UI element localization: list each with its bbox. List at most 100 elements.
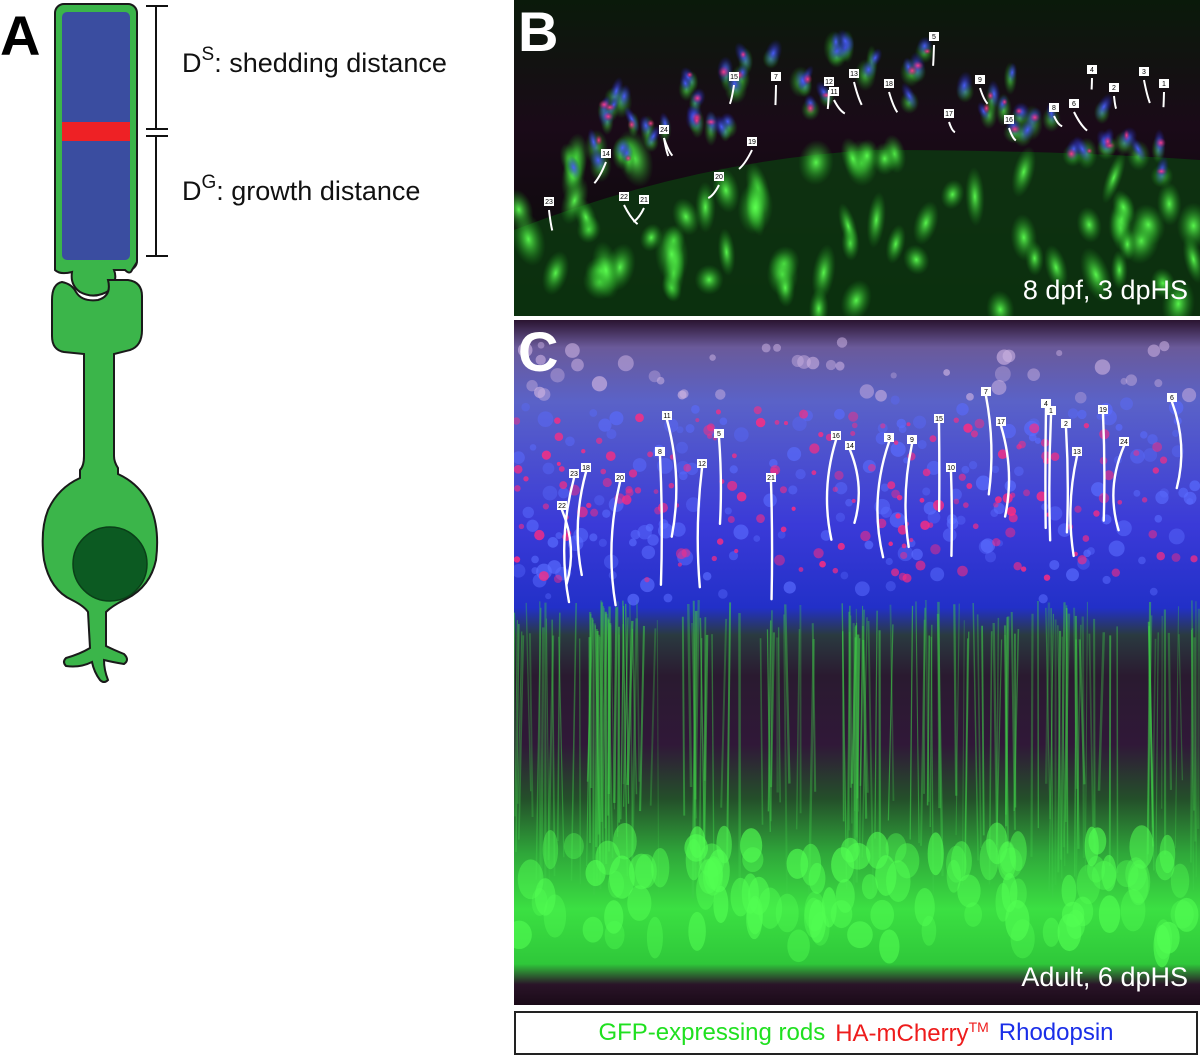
mcherry-band-spot: [1023, 489, 1031, 497]
outer-segment-blob: [1115, 520, 1132, 537]
trace-label-box: [747, 137, 757, 146]
rod-nucleus-blob: [1098, 895, 1121, 934]
outer-segment-blob: [1149, 587, 1158, 596]
outer-segment-blob: [890, 372, 897, 379]
shedding-trace: [576, 470, 588, 577]
rod-nucleus-blob: [861, 874, 878, 900]
outer-segment-blob: [598, 418, 612, 432]
rod-nucleus-blob: [635, 853, 657, 889]
rod-outer-segment: [1094, 93, 1114, 120]
trace-label-text: 10: [947, 465, 955, 472]
shedding-distance-label: DS: shedding distance: [182, 45, 447, 79]
outer-segment-blob: [558, 487, 570, 499]
rod-fiber: [600, 613, 608, 822]
mcherry-band-spot: [1077, 555, 1087, 565]
rod-nucleus-blob: [946, 859, 961, 893]
mcherry-spot: [692, 93, 703, 103]
shedding-distance-bracket: [146, 5, 168, 130]
outer-segment-blob: [930, 567, 945, 582]
mcherry-band-spot: [1111, 568, 1121, 577]
rod-nucleus-blob: [847, 921, 873, 949]
rod-fiber: [1048, 613, 1054, 892]
rod-fiber: [622, 600, 629, 877]
trace-label-text: 18: [885, 81, 893, 88]
outer-segment-blob: [956, 515, 966, 525]
outer-segment-blob: [1133, 489, 1141, 497]
trace-label: 12: [697, 459, 707, 468]
trace-label-text: 19: [1099, 407, 1107, 414]
trace-label-box: [1061, 419, 1071, 428]
trace-label-box: [662, 411, 672, 420]
trace-label-box: [544, 197, 554, 206]
mcherry-band-spot: [860, 530, 871, 542]
shedding-trace: [833, 99, 846, 115]
outer-segment-blob: [1154, 379, 1163, 388]
trace-label-box: [1139, 67, 1149, 76]
outer-segment-blob: [1096, 412, 1104, 420]
outer-segment-blob: [753, 535, 761, 542]
mcherry-band-spot: [753, 406, 762, 415]
rod-nucleus-blob: [1010, 919, 1035, 959]
rod-fiber: [1197, 608, 1200, 829]
outer-segment-blob: [591, 376, 608, 392]
outer-segment-blob: [632, 458, 647, 472]
trace-label-text: 8: [1052, 105, 1056, 112]
outer-segment-blob: [1140, 431, 1148, 439]
mcherry-band-spot: [896, 494, 903, 501]
rod-fiber: [1084, 601, 1088, 872]
outer-segment-blob: [787, 447, 802, 462]
outer-segment-blob: [709, 354, 716, 361]
outer-segment-blob: [763, 493, 777, 508]
rod-nucleus-blob: [775, 893, 799, 933]
trace-label-text: 15: [935, 416, 943, 423]
rod-fiber: [1146, 601, 1152, 855]
rod-outer-segment: [609, 76, 624, 106]
trace-label-text: 9: [910, 437, 914, 444]
outer-segment-blob: [627, 593, 640, 606]
rod-cell-body: [1079, 247, 1112, 303]
rod-outer-segment: [566, 155, 581, 180]
outer-segment-blob: [885, 557, 893, 566]
outer-segment-blob: [526, 380, 538, 392]
outer-segment-blob: [956, 403, 969, 416]
rod-fiber: [629, 601, 634, 886]
trace-label-text: 11: [663, 413, 670, 420]
mcherry-band-spot: [1043, 574, 1051, 581]
outer-segment-blob: [1168, 528, 1185, 545]
mcherry-band-spot: [1148, 529, 1158, 539]
mcherry-band-spot: [538, 571, 549, 582]
mcherry-band-spot: [634, 487, 642, 494]
trace-label-text: 6: [1072, 101, 1076, 108]
outer-segment-blob: [1182, 388, 1197, 403]
outer-segment-blob: [859, 384, 875, 399]
rod-nucleus-blob: [1128, 863, 1149, 906]
rod-cell-body: [695, 181, 716, 233]
outer-segment-blob: [547, 537, 559, 548]
outer-segment-blob: [1108, 540, 1125, 557]
rod-outer-segment: [1006, 62, 1018, 83]
trace-label-text: 8: [658, 449, 662, 456]
rod-fiber: [811, 623, 817, 792]
rod-nucleus-blob: [830, 900, 853, 929]
outer-segment-blob: [783, 581, 796, 594]
mcherry-spot: [1086, 147, 1093, 154]
rod-fiber: [861, 625, 869, 793]
rod-cell-body: [866, 191, 886, 249]
rod-cell-body: [840, 279, 872, 316]
trace-label-text: 20: [715, 174, 723, 181]
rod-nucleus-blob: [534, 878, 556, 916]
rod-cell-body: [940, 179, 965, 210]
mcherry-band-spot: [707, 433, 713, 439]
outer-segment-blob: [724, 507, 732, 515]
rod-fiber: [622, 617, 629, 807]
dg-superscript: G: [201, 172, 217, 193]
mcherry-band-spot: [920, 520, 930, 530]
rod-fiber: [1013, 629, 1020, 812]
trace-label-text: 6: [1170, 395, 1174, 402]
mcherry-band-spot: [1016, 444, 1022, 450]
mcherry-band-spot: [963, 423, 973, 433]
rod-cell-body: [1118, 227, 1137, 261]
outer-segment-blob: [1159, 488, 1169, 498]
rod-nucleus-blob: [685, 838, 702, 881]
